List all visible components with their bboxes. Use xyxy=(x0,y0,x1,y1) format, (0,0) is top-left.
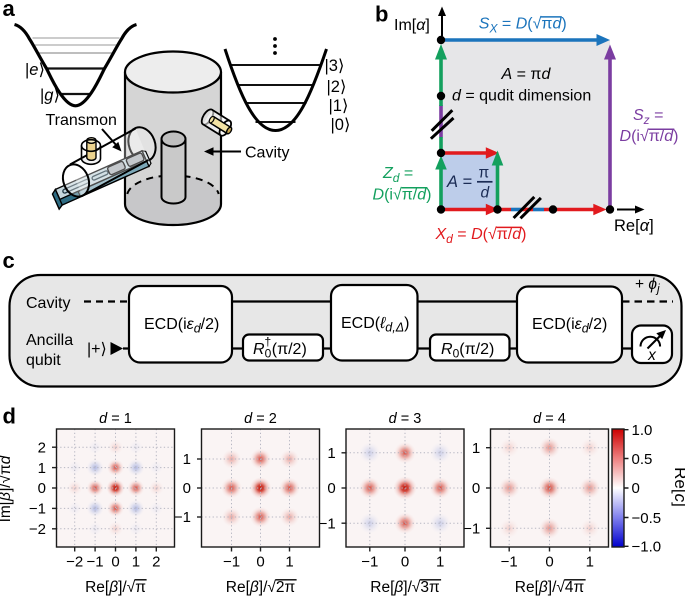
svg-text:π: π xyxy=(479,165,490,182)
svg-text:−1: −1 xyxy=(174,509,191,526)
svg-text:−1: −1 xyxy=(501,554,518,571)
svg-text:D(i√π/d): D(i√π/d) xyxy=(620,128,679,145)
svg-text:ECD(ℓd,Δ): ECD(ℓd,Δ) xyxy=(341,315,409,335)
svg-text:Transmon: Transmon xyxy=(46,112,117,129)
svg-text:b: b xyxy=(375,2,388,27)
svg-text:0: 0 xyxy=(256,554,264,571)
svg-text:Re[c]: Re[c] xyxy=(671,467,685,507)
svg-text:1: 1 xyxy=(586,554,594,571)
svg-text:Cavity: Cavity xyxy=(245,145,289,162)
svg-text:ECD(iεd/2): ECD(iεd/2) xyxy=(144,316,219,336)
svg-text:A =: A = xyxy=(446,173,472,191)
svg-text:Re[β]/√3π: Re[β]/√3π xyxy=(370,579,440,596)
svg-text:1: 1 xyxy=(38,460,46,477)
svg-text:−1.0: −1.0 xyxy=(632,539,662,556)
svg-text:d = 4: d = 4 xyxy=(533,411,566,427)
svg-text:−1: −1 xyxy=(223,554,240,571)
svg-text:1.0: 1.0 xyxy=(632,422,653,439)
svg-text:Sz =: Sz = xyxy=(633,107,663,127)
svg-text:Im[β]/√πd: Im[β]/√πd xyxy=(0,454,14,522)
svg-text:0: 0 xyxy=(183,480,191,497)
svg-text:|e⟩: |e⟩ xyxy=(25,61,45,79)
svg-text:Re[β]/√2π: Re[β]/√2π xyxy=(226,579,296,596)
svg-text:SX = D(√πd): SX = D(√πd) xyxy=(479,16,567,36)
svg-text:d = 2: d = 2 xyxy=(244,411,277,427)
svg-text:1: 1 xyxy=(285,554,293,571)
svg-text:Ancilla: Ancilla xyxy=(26,332,73,349)
svg-text:Re[β]/√4π: Re[β]/√4π xyxy=(515,579,585,596)
svg-text:d = qudit dimension: d = qudit dimension xyxy=(452,88,591,105)
svg-text:−2: −2 xyxy=(29,521,46,538)
svg-text:D(i√π/d): D(i√π/d) xyxy=(373,187,432,204)
svg-text:1: 1 xyxy=(436,554,444,571)
svg-text:Re[α]: Re[α] xyxy=(614,217,654,235)
svg-text:−1: −1 xyxy=(361,554,378,571)
svg-text:|1⟩: |1⟩ xyxy=(329,97,349,115)
svg-text:Zd =: Zd = xyxy=(382,165,413,185)
svg-text:−2: −2 xyxy=(66,554,83,571)
svg-text:a: a xyxy=(3,0,16,21)
svg-text:2: 2 xyxy=(152,554,160,571)
svg-text:0: 0 xyxy=(401,554,409,571)
svg-text:Xd = D(√π/d): Xd = D(√π/d) xyxy=(435,226,527,246)
svg-text:−1: −1 xyxy=(29,501,46,518)
svg-text:|0⟩: |0⟩ xyxy=(331,116,351,134)
svg-text:0: 0 xyxy=(327,480,335,497)
svg-text:d: d xyxy=(481,185,491,202)
svg-text:0.5: 0.5 xyxy=(632,451,653,468)
svg-text:R0†(π/2): R0†(π/2) xyxy=(253,335,307,361)
svg-text:1: 1 xyxy=(132,554,140,571)
svg-text:R0(π/2): R0(π/2) xyxy=(441,341,494,361)
svg-text:+ ϕj: + ϕj xyxy=(635,276,660,296)
svg-text:A = πd: A = πd xyxy=(501,66,552,83)
svg-text:0: 0 xyxy=(545,554,553,571)
svg-text:|g⟩: |g⟩ xyxy=(40,87,60,105)
svg-text:1: 1 xyxy=(472,440,480,457)
svg-text:|+⟩: |+⟩ xyxy=(87,341,107,358)
svg-text:x: x xyxy=(647,347,657,364)
svg-text:d = 1: d = 1 xyxy=(99,411,132,427)
svg-text:−0.5: −0.5 xyxy=(632,510,662,527)
svg-text:0: 0 xyxy=(38,480,46,497)
svg-text:−1: −1 xyxy=(319,515,336,532)
svg-text:1: 1 xyxy=(183,451,191,468)
svg-text:2: 2 xyxy=(38,439,46,456)
svg-text:−1: −1 xyxy=(463,521,480,538)
svg-text:Re[β]/√π: Re[β]/√π xyxy=(85,579,146,596)
svg-text:0: 0 xyxy=(632,480,640,497)
svg-text:c: c xyxy=(3,248,15,273)
svg-text:Cavity: Cavity xyxy=(26,295,70,312)
svg-text:|2⟩: |2⟩ xyxy=(327,78,347,96)
svg-text:Im[α]: Im[α] xyxy=(394,17,430,34)
svg-text:0: 0 xyxy=(111,554,119,571)
svg-text:0: 0 xyxy=(472,480,480,497)
svg-text:qubit: qubit xyxy=(26,352,61,369)
svg-text:1: 1 xyxy=(327,445,335,462)
svg-text:|3⟩: |3⟩ xyxy=(325,57,345,75)
svg-text:d: d xyxy=(3,404,16,429)
svg-text:−1: −1 xyxy=(87,554,104,571)
svg-text:d = 3: d = 3 xyxy=(389,411,422,427)
svg-text:ECD(iεd/2): ECD(iεd/2) xyxy=(532,316,607,336)
